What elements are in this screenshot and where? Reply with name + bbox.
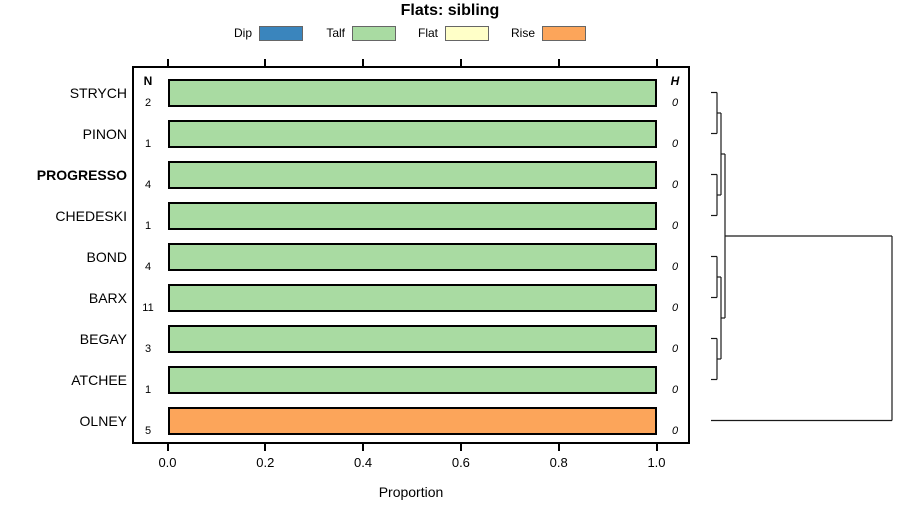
- x-tick-label-0.4: 0.4: [354, 455, 373, 470]
- n-value-begay: 3: [144, 342, 152, 355]
- legend-label-talf: Talf: [326, 26, 345, 40]
- bar-barx: [167, 283, 657, 312]
- bar-pinon: [167, 119, 657, 148]
- h-value-progresso: 0: [671, 178, 679, 191]
- bar-progresso: [167, 160, 657, 189]
- x-tick-label-0.0: 0.0: [158, 455, 177, 470]
- h-column-header: H: [670, 74, 680, 88]
- row-label-bond: BOND: [86, 248, 127, 265]
- h-value-begay: 0: [671, 342, 679, 355]
- n-value-progresso: 4: [144, 178, 152, 191]
- x-tick-top-0.8: [557, 59, 560, 66]
- x-tick-bottom-1.0: [655, 444, 658, 451]
- x-tick-top-0.0: [166, 59, 169, 66]
- x-tick-bottom-0.4: [362, 444, 365, 451]
- n-value-chedeski: 1: [144, 219, 152, 232]
- x-tick-top-0.2: [264, 59, 267, 66]
- h-value-chedeski: 0: [671, 219, 679, 232]
- legend-swatch-dip: [259, 26, 303, 41]
- h-value-pinon: 0: [671, 137, 679, 150]
- x-tick-label-0.8: 0.8: [549, 455, 568, 470]
- x-tick-top-1.0: [655, 59, 658, 66]
- x-tick-label-0.6: 0.6: [451, 455, 470, 470]
- row-label-begay: BEGAY: [79, 330, 127, 347]
- legend-item-rise: Rise: [505, 26, 586, 41]
- x-tick-bottom-0.2: [264, 444, 267, 451]
- legend-item-dip: Dip: [222, 26, 303, 41]
- h-value-atchee: 0: [671, 383, 679, 396]
- n-value-bond: 4: [144, 260, 152, 273]
- x-tick-top-0.6: [459, 59, 462, 66]
- bar-atchee: [167, 365, 657, 394]
- x-tick-bottom-0.0: [166, 444, 169, 451]
- x-tick-top-0.4: [362, 59, 365, 66]
- bar-bond: [167, 242, 657, 271]
- legend-item-talf: Talf: [315, 26, 396, 41]
- bar-chedeski: [167, 201, 657, 230]
- chart-title: Flats: sibling: [400, 2, 500, 19]
- x-tick-bottom-0.8: [557, 444, 560, 451]
- n-value-atchee: 1: [144, 383, 152, 396]
- row-label-barx: BARX: [88, 289, 127, 306]
- n-value-olney: 5: [144, 424, 152, 437]
- bar-olney: [167, 406, 657, 435]
- legend-label-flat: Flat: [417, 26, 438, 40]
- x-tick-bottom-0.6: [459, 444, 462, 451]
- h-value-strych: 0: [671, 96, 679, 109]
- row-label-chedeski: CHEDESKI: [55, 207, 127, 224]
- x-axis-title: Proportion: [378, 484, 444, 500]
- x-tick-label-1.0: 1.0: [647, 455, 666, 470]
- row-label-atchee: ATCHEE: [71, 371, 127, 388]
- x-tick-label-0.2: 0.2: [256, 455, 275, 470]
- bar-strych: [167, 78, 657, 107]
- n-value-strych: 2: [144, 96, 152, 109]
- n-column-header: N: [143, 74, 153, 88]
- legend-label-dip: Dip: [233, 26, 252, 40]
- row-label-strych: STRYCH: [69, 84, 127, 101]
- legend-label-rise: Rise: [510, 26, 535, 40]
- row-label-olney: OLNEY: [79, 412, 127, 429]
- legend-swatch-rise: [542, 26, 586, 41]
- legend-item-flat: Flat: [408, 26, 489, 41]
- legend-swatch-talf: [352, 26, 396, 41]
- h-value-olney: 0: [671, 424, 679, 437]
- row-label-progresso: PROGRESSO: [36, 166, 127, 183]
- plot-area-border: [132, 66, 690, 444]
- bar-begay: [167, 324, 657, 353]
- n-value-barx: 11: [142, 301, 154, 314]
- legend-swatch-flat: [445, 26, 489, 41]
- n-value-pinon: 1: [144, 137, 152, 150]
- h-value-bond: 0: [671, 260, 679, 273]
- h-value-barx: 0: [671, 301, 679, 314]
- row-label-pinon: PINON: [82, 125, 127, 142]
